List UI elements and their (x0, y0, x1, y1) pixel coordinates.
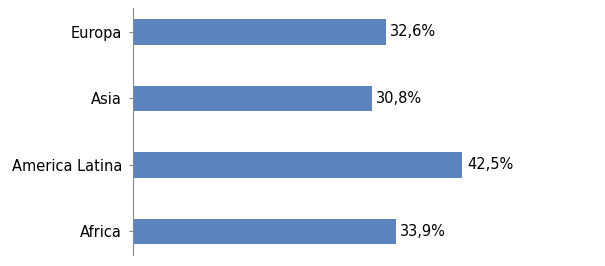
Bar (133, 19, 385, 44)
Text: 30,8%: 30,8% (376, 91, 422, 106)
Bar (133, 86, 371, 111)
Text: 32,6%: 32,6% (390, 24, 436, 39)
Text: 33,9%: 33,9% (401, 224, 446, 239)
Bar (133, 152, 462, 178)
Text: 42,5%: 42,5% (467, 157, 513, 172)
Bar (133, 219, 396, 244)
